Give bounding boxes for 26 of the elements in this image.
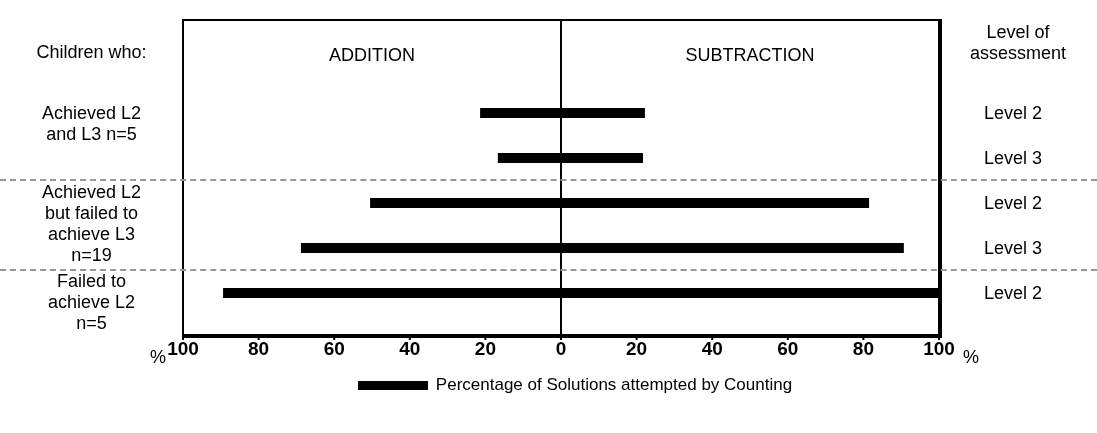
text: Achieved L2 but failed to achieve L3 n=19 [40, 182, 143, 266]
x-tick-label: 20 [474, 338, 496, 360]
x-tick-label: 100 [167, 338, 199, 360]
y-tick-label: Level 2 [983, 192, 1043, 213]
x-tick-label: 0 [555, 338, 567, 360]
text: Level of assessment [968, 22, 1067, 64]
y-tick-label: Level 2 [983, 282, 1043, 303]
x-tick-label: 20 [626, 338, 648, 360]
x-tick-label: 40 [399, 338, 421, 360]
x-tick-label: 80 [852, 338, 874, 360]
y-tick-label: Level 3 [983, 147, 1043, 168]
text: ADDITION [328, 45, 415, 66]
text: Failed to achieve L2 n=5 [46, 270, 137, 334]
text: % [962, 347, 979, 368]
text: % [149, 347, 166, 368]
x-tick-label: 100 [923, 338, 955, 360]
text: SUBTRACTION [685, 45, 815, 66]
y-tick-label: Level 2 [983, 102, 1043, 123]
x-tick-label: 60 [323, 338, 345, 360]
text: Achieved L2 and L3 n=5 [40, 103, 143, 145]
x-tick-label: 60 [777, 338, 799, 360]
text: Children who: [36, 42, 147, 63]
x-tick-label: 40 [701, 338, 723, 360]
legend-label: Percentage of Solutions attempted by Counting [435, 375, 793, 395]
x-tick-label: 80 [248, 338, 270, 360]
y-tick-label: Level 3 [983, 237, 1043, 258]
